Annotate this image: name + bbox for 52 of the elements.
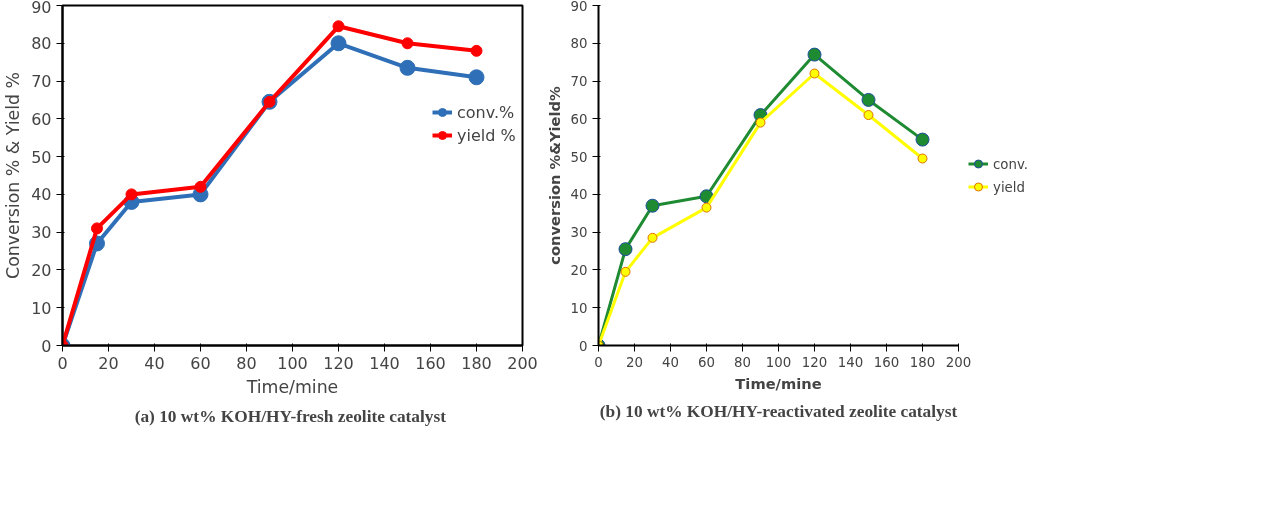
y-tick-label: 80 [570, 36, 588, 52]
x-tick-label: 140 [837, 354, 864, 370]
y-tick-label: 50 [570, 149, 588, 165]
x-axis-title: Time/mine [245, 376, 339, 397]
legend-label: yield % [457, 125, 516, 145]
x-tick-label: 40 [144, 353, 165, 373]
x-tick-label: 120 [323, 353, 354, 373]
y-tick-label: 40 [31, 185, 52, 205]
y-tick-label: 60 [31, 109, 52, 129]
y-tick-label: 20 [31, 260, 52, 280]
x-tick-label: 140 [369, 353, 400, 373]
x-axis-title: Time/mine [735, 374, 822, 392]
y-tick-label: 0 [579, 338, 588, 354]
x-tick-label: 20 [626, 354, 643, 370]
x-tick-label: 60 [698, 354, 715, 370]
x-tick-label: 60 [190, 353, 211, 373]
x-tick-label: 40 [662, 354, 679, 370]
x-tick-label: 100 [765, 354, 792, 370]
legend-label: conv. [993, 156, 1029, 171]
text: (b) 10 wt% KOH/HY-reactivated zeolite catalyst [599, 401, 958, 421]
text: (a) 10 wt% KOH/HY-fresh zeolite catalyst [134, 406, 447, 426]
legend-label: conv.% [457, 102, 515, 122]
x-tick-label: 160 [873, 354, 900, 370]
x-tick-label: 120 [801, 354, 828, 370]
y-tick-label: 10 [31, 298, 52, 318]
y-tick-label: 90 [31, 0, 52, 17]
x-tick-label: 20 [98, 353, 119, 373]
y-tick-label: 20 [570, 262, 588, 278]
y-tick-label: 70 [31, 72, 52, 92]
y-axis-title: Conversion % & Yield % [3, 72, 24, 279]
x-tick-label: 0 [594, 354, 603, 370]
y-tick-label: 30 [570, 225, 588, 241]
x-tick-label: 160 [415, 353, 446, 373]
x-tick-label: 180 [909, 354, 936, 370]
x-tick-label: 0 [57, 353, 68, 373]
y-tick-label: 70 [570, 74, 588, 90]
y-tick-label: 0 [41, 336, 52, 356]
y-tick-label: 60 [570, 111, 588, 127]
y-tick-label: 10 [570, 300, 588, 316]
x-tick-label: 100 [277, 353, 308, 373]
x-tick-label: 200 [945, 354, 972, 370]
y-tick-label: 50 [31, 147, 52, 167]
x-tick-label: 180 [461, 353, 492, 373]
y-tick-label: 30 [31, 223, 52, 243]
x-tick-label: 80 [734, 354, 751, 370]
y-tick-label: 80 [31, 34, 52, 54]
x-tick-label: 200 [507, 353, 538, 373]
x-tick-label: 80 [236, 353, 257, 373]
y-tick-label: 40 [570, 187, 588, 203]
y-tick-label: 90 [570, 0, 588, 14]
y-axis-title: conversion %&Yield% [545, 85, 563, 265]
legend-label: yield [993, 179, 1025, 194]
